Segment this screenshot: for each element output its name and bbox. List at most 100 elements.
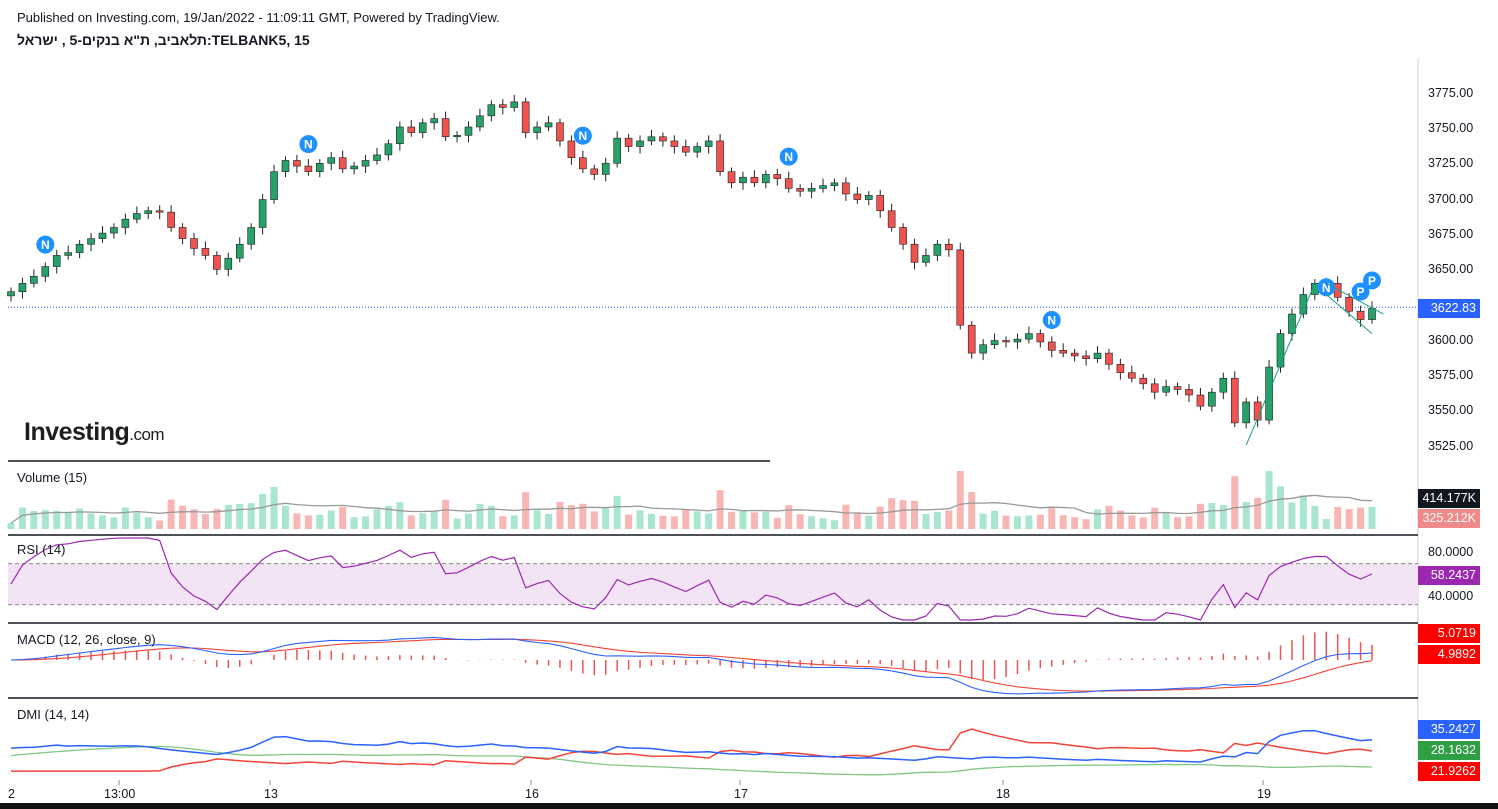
candle bbox=[1150, 383, 1159, 393]
candle bbox=[98, 232, 107, 239]
price-tick: 3700.00 bbox=[1428, 192, 1474, 206]
candle bbox=[1265, 366, 1273, 421]
candle bbox=[18, 283, 27, 292]
candle bbox=[487, 104, 496, 117]
candle bbox=[1276, 333, 1285, 368]
volume-bar bbox=[407, 515, 415, 529]
candle bbox=[876, 195, 885, 212]
volume-bar bbox=[30, 511, 38, 529]
candle bbox=[167, 211, 175, 228]
volume-bar bbox=[670, 516, 678, 529]
volume-bar bbox=[259, 494, 267, 529]
volume-bar bbox=[373, 509, 381, 529]
volume-bar bbox=[453, 518, 461, 529]
candle bbox=[1356, 310, 1365, 320]
investing-logo: Investing.com bbox=[24, 418, 165, 446]
trend-line bbox=[1325, 294, 1373, 334]
price-tick: 3725.00 bbox=[1428, 156, 1474, 170]
candle bbox=[750, 176, 759, 184]
candle bbox=[544, 122, 553, 128]
candle bbox=[864, 195, 873, 200]
rsi-tick: 40.0000 bbox=[1428, 589, 1474, 603]
volume-bar bbox=[682, 509, 690, 529]
candle bbox=[258, 199, 267, 228]
volume-bar bbox=[41, 510, 49, 529]
signal-marker-label: N bbox=[304, 138, 313, 152]
volume-bar bbox=[362, 516, 370, 529]
volume-bar bbox=[270, 487, 278, 529]
candle bbox=[87, 238, 95, 245]
time-tick: 13:00 bbox=[104, 787, 136, 801]
volume-bar bbox=[956, 471, 964, 529]
candle bbox=[842, 182, 850, 195]
volume-bar bbox=[1002, 515, 1010, 529]
volume-bar bbox=[567, 505, 575, 529]
candle bbox=[579, 157, 587, 170]
volume-bar bbox=[1254, 497, 1262, 529]
volume-bar bbox=[785, 505, 793, 529]
signal-marker bbox=[299, 135, 318, 154]
plus-di-line bbox=[10, 729, 1373, 763]
rsi-tick: 80.0000 bbox=[1428, 545, 1474, 559]
price-tick: 3675.00 bbox=[1428, 227, 1474, 241]
candle bbox=[956, 249, 965, 326]
adx-tag: 28.1632 bbox=[1418, 741, 1480, 760]
rsi-pane-label: RSI (14) bbox=[17, 542, 66, 557]
volume-bar bbox=[922, 514, 930, 529]
volume-bar bbox=[545, 513, 553, 529]
candle bbox=[521, 101, 530, 133]
volume-bar bbox=[1345, 509, 1353, 529]
volume-bar bbox=[602, 507, 610, 529]
candle bbox=[41, 266, 50, 277]
volume-bar bbox=[442, 499, 450, 529]
candle bbox=[624, 137, 633, 147]
signal-marker bbox=[1363, 271, 1381, 290]
candle bbox=[830, 182, 839, 186]
volume-bar bbox=[888, 498, 896, 529]
volume-bar bbox=[1082, 519, 1090, 529]
candle bbox=[75, 243, 84, 253]
candle bbox=[659, 136, 667, 142]
volume-bar bbox=[98, 515, 106, 529]
price-tick: 3775.00 bbox=[1428, 86, 1474, 100]
candle bbox=[247, 227, 255, 245]
volume-bar bbox=[579, 503, 587, 529]
candle bbox=[1139, 377, 1148, 385]
volume-bar bbox=[762, 511, 770, 529]
candle bbox=[453, 135, 461, 138]
volume-bar bbox=[1116, 510, 1124, 529]
volume-bar bbox=[476, 503, 484, 529]
volume-bar bbox=[281, 505, 289, 529]
time-tick: 18 bbox=[996, 787, 1010, 801]
adx-line bbox=[10, 745, 1373, 776]
candle bbox=[1208, 391, 1216, 407]
candle bbox=[1173, 386, 1182, 390]
candle bbox=[476, 115, 484, 128]
signal-marker-label: N bbox=[1322, 281, 1331, 295]
volume-bar bbox=[133, 512, 141, 529]
volume-bar bbox=[76, 508, 84, 529]
candle bbox=[1219, 377, 1228, 393]
candle bbox=[1093, 352, 1102, 359]
volume-bar bbox=[1174, 517, 1182, 529]
volume-bar bbox=[911, 500, 919, 529]
candle bbox=[1299, 294, 1308, 315]
macd-signal-line bbox=[10, 638, 1373, 692]
candle bbox=[556, 122, 564, 142]
volume-bar bbox=[705, 513, 713, 529]
signal-marker-label: N bbox=[579, 129, 588, 143]
volume-bar bbox=[316, 514, 324, 529]
signal-marker bbox=[779, 147, 798, 166]
signal-marker-label: P bbox=[1357, 285, 1365, 299]
candle bbox=[155, 210, 164, 213]
volume-bar bbox=[1071, 517, 1079, 529]
price-tick: 3650.00 bbox=[1428, 262, 1474, 276]
signal-marker bbox=[1351, 282, 1370, 301]
last-price-tag: 3622.83 bbox=[1418, 299, 1480, 318]
candle bbox=[590, 168, 599, 175]
volume-avg-tag: 325.212K bbox=[1418, 509, 1480, 528]
volume-bar bbox=[819, 518, 827, 529]
rsi-value-tag: 58.2437 bbox=[1418, 566, 1480, 585]
candle bbox=[784, 178, 793, 189]
